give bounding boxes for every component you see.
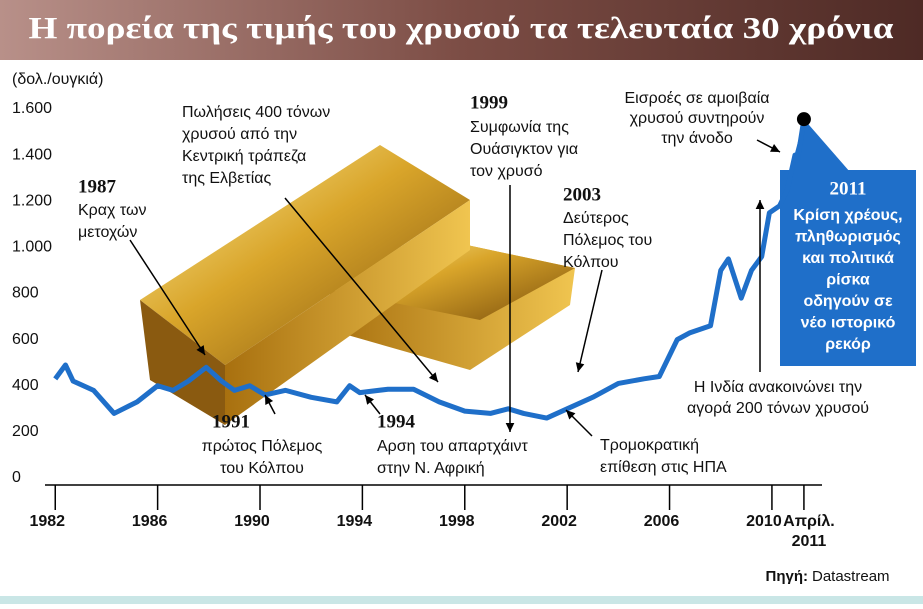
- y-tick-label: 400: [12, 377, 39, 394]
- annotation-text: Εισροές σε αμοιβαία: [624, 90, 769, 107]
- annotation-text: Αρση του απαρτχάιντ: [377, 438, 528, 455]
- annotation-text: στην Ν. Αφρική: [377, 460, 485, 477]
- y-tick-label: 1.200: [12, 192, 52, 209]
- y-tick-label: 1.000: [12, 239, 52, 256]
- source: Datastream: [812, 568, 890, 585]
- x-tick-label: 1990: [234, 513, 270, 530]
- annotation-text: Η Ινδία ανακοινώνει την: [694, 379, 862, 396]
- arrow-head: [365, 395, 374, 405]
- annotation-year: 1991: [212, 411, 250, 432]
- annotation-text: μετοχών: [78, 224, 137, 241]
- arrow-head: [566, 410, 576, 420]
- annotation-text: και πολιτικά: [802, 250, 894, 267]
- x-tick-label: 1994: [337, 513, 373, 530]
- annotation-text: Ουάσιγκτον για: [470, 141, 578, 158]
- x-tick-label: 2002: [541, 513, 577, 530]
- annotation-text: την άνοδο: [661, 130, 733, 147]
- y-tick-label: 1.600: [12, 100, 52, 117]
- annotation-text: χρυσού συντηρούν: [630, 110, 765, 127]
- y-axis-label: (δολ./ουγκιά): [12, 71, 104, 88]
- x-tick-label: 2006: [644, 513, 680, 530]
- x-tick-label: 1982: [29, 513, 65, 530]
- annotation-text: ρεκόρ: [825, 336, 871, 353]
- arrow-head: [428, 372, 438, 382]
- annotation-text: πρώτος Πόλεμος: [202, 438, 323, 455]
- annotation-text: αγορά 200 τόνων χρυσού: [687, 400, 869, 417]
- y-tick-label: 600: [12, 331, 39, 348]
- annotation-text: Δεύτερος: [563, 210, 629, 227]
- peak-marker: [796, 112, 811, 127]
- arrow-head: [505, 422, 515, 432]
- annotation-year: 1987: [78, 176, 117, 197]
- y-tick-label: 0: [12, 469, 21, 486]
- annotation-text: χρυσού από την: [182, 126, 297, 143]
- annotation-text: νέο ιστορικό: [801, 315, 896, 332]
- x-tick-label: 1998: [439, 513, 475, 530]
- x-tick-label: Απρίλ. 2011: [783, 513, 835, 550]
- annotation-text: Συμφωνία της: [470, 119, 569, 136]
- annotation-text: Τρομοκρατική: [600, 437, 699, 454]
- annotation-text: οδηγούν σε: [803, 293, 893, 310]
- arrow-head: [196, 345, 205, 355]
- annotation-arrow: [284, 197, 439, 383]
- annotation-text: Κεντρική τράπεζα: [182, 148, 306, 165]
- annotation-arrow: [577, 269, 603, 373]
- x-tick-label: 1986: [132, 513, 168, 530]
- annotation-text: της Ελβετίας: [182, 170, 272, 187]
- arrow-head: [265, 395, 274, 405]
- arrow-head: [755, 200, 765, 210]
- annotation-text: Κρίση χρέους,: [793, 207, 902, 224]
- annotation-text: τον χρυσό: [470, 163, 543, 180]
- y-tick-label: 200: [12, 423, 39, 440]
- y-tick-label: 800: [12, 285, 39, 302]
- annotation-text: Πωλήσεις 400 τόνων: [182, 104, 330, 121]
- annotation-text: του Κόλπου: [220, 460, 304, 477]
- title-banner: [0, 0, 923, 60]
- arrow-head: [770, 143, 780, 152]
- chart-title: Η πορεία της τιμής του χρυσού τα τελευτα…: [29, 10, 894, 45]
- arrow-head: [575, 362, 585, 372]
- bottom-band: [0, 596, 923, 604]
- annotation-text: επίθεση στις ΗΠΑ: [600, 459, 727, 476]
- annotation-text: Κόλπου: [563, 254, 619, 271]
- y-tick-label: 1.400: [12, 146, 52, 163]
- source-label: Πηγή:: [766, 568, 809, 585]
- annotation-text: Κραχ των: [78, 202, 146, 219]
- annotation-text: Πόλεμος του: [563, 232, 652, 249]
- annotation-year: 1999: [470, 92, 508, 113]
- annotation-year: 2011: [830, 178, 867, 199]
- annotation-text: πληθωρισμός: [795, 229, 901, 246]
- callout-box: [780, 170, 916, 366]
- annotation-text: ρίσκα: [826, 272, 870, 289]
- price-line: [53, 118, 807, 421]
- x-tick-label: 2010: [746, 513, 782, 530]
- annotation-arrow: [129, 239, 206, 356]
- annotation-year: 2003: [563, 184, 601, 205]
- callout-pointer: [790, 119, 850, 172]
- gold-bars: [140, 145, 575, 425]
- annotation-year: 1994: [377, 411, 416, 432]
